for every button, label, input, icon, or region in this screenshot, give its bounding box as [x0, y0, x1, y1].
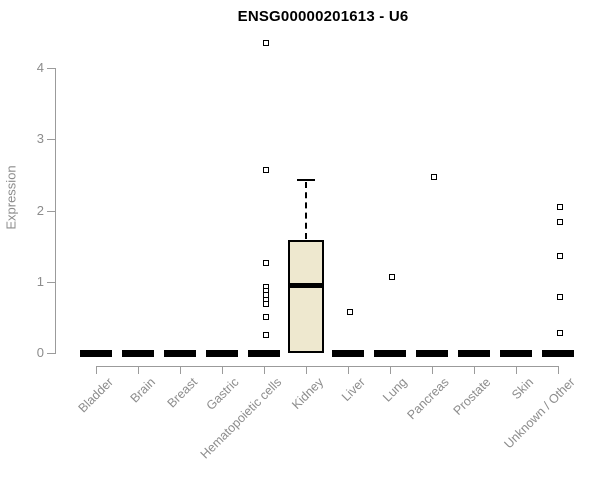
outlier-point [263, 260, 269, 267]
x-category-label: Skin [508, 375, 536, 403]
y-tick [47, 210, 55, 212]
x-category-label: Breast [164, 375, 200, 411]
outlier-point [263, 313, 269, 320]
x-category-label: Liver [338, 375, 368, 405]
outlier-point [431, 174, 437, 180]
y-tick [47, 281, 55, 283]
y-tick-label: 4 [36, 60, 44, 75]
x-tick [138, 366, 139, 374]
y-tick-label: 2 [36, 202, 44, 218]
outlier-point [557, 218, 563, 225]
y-tick-label: 0 [36, 345, 44, 360]
x-tick [558, 366, 559, 374]
flat-box [80, 349, 112, 357]
flat-box [248, 349, 280, 357]
flat-box [542, 349, 574, 357]
outlier-point [557, 253, 563, 260]
x-axis-line [96, 366, 559, 367]
x-tick [306, 366, 307, 374]
outlier-point [263, 332, 269, 339]
y-tick-label: 1 [36, 273, 44, 289]
chart-title: ENSG00000201613 - U6 [237, 8, 409, 25]
x-category-label: Kidney [288, 375, 326, 412]
outlier-point [389, 273, 395, 280]
outlier-point [263, 40, 269, 47]
x-tick [432, 366, 433, 374]
y-axis-line [55, 68, 56, 354]
x-tick [264, 366, 265, 374]
x-category-label: Gastric [204, 375, 242, 413]
x-tick [96, 366, 97, 374]
outlier-point [263, 300, 269, 307]
x-tick [222, 366, 223, 374]
flat-box [416, 349, 448, 357]
flat-box [458, 349, 490, 357]
flat-box [500, 349, 532, 357]
outlier-point [557, 330, 563, 337]
flat-box [332, 349, 364, 357]
flat-box [122, 349, 154, 357]
x-category-label: Lung [380, 375, 410, 405]
median-line [288, 282, 324, 288]
flat-box [164, 349, 196, 357]
flat-box [374, 349, 406, 357]
y-tick [47, 353, 55, 354]
y-tick-label: 3 [36, 131, 44, 147]
x-tick [180, 366, 181, 374]
outlier-point [557, 293, 563, 300]
y-tick [47, 68, 55, 69]
x-category-label: Pancreas [404, 375, 452, 423]
y-axis-label: Expression [3, 165, 19, 230]
outlier-point [347, 308, 353, 315]
y-tick [47, 139, 55, 141]
whisker-cap [297, 178, 315, 182]
x-category-label: Bladder [75, 375, 116, 416]
x-tick [348, 366, 349, 374]
box [288, 239, 324, 353]
x-category-label: Prostate [451, 375, 494, 418]
x-tick [474, 366, 475, 374]
outlier-point [557, 203, 563, 210]
whisker-line [305, 181, 307, 239]
flat-box [206, 349, 238, 357]
outlier-point [263, 166, 269, 173]
x-tick [390, 366, 391, 374]
x-tick [516, 366, 517, 374]
x-category-label: Brain [127, 375, 158, 406]
x-category-label: Hematopoietic cells [197, 375, 284, 462]
